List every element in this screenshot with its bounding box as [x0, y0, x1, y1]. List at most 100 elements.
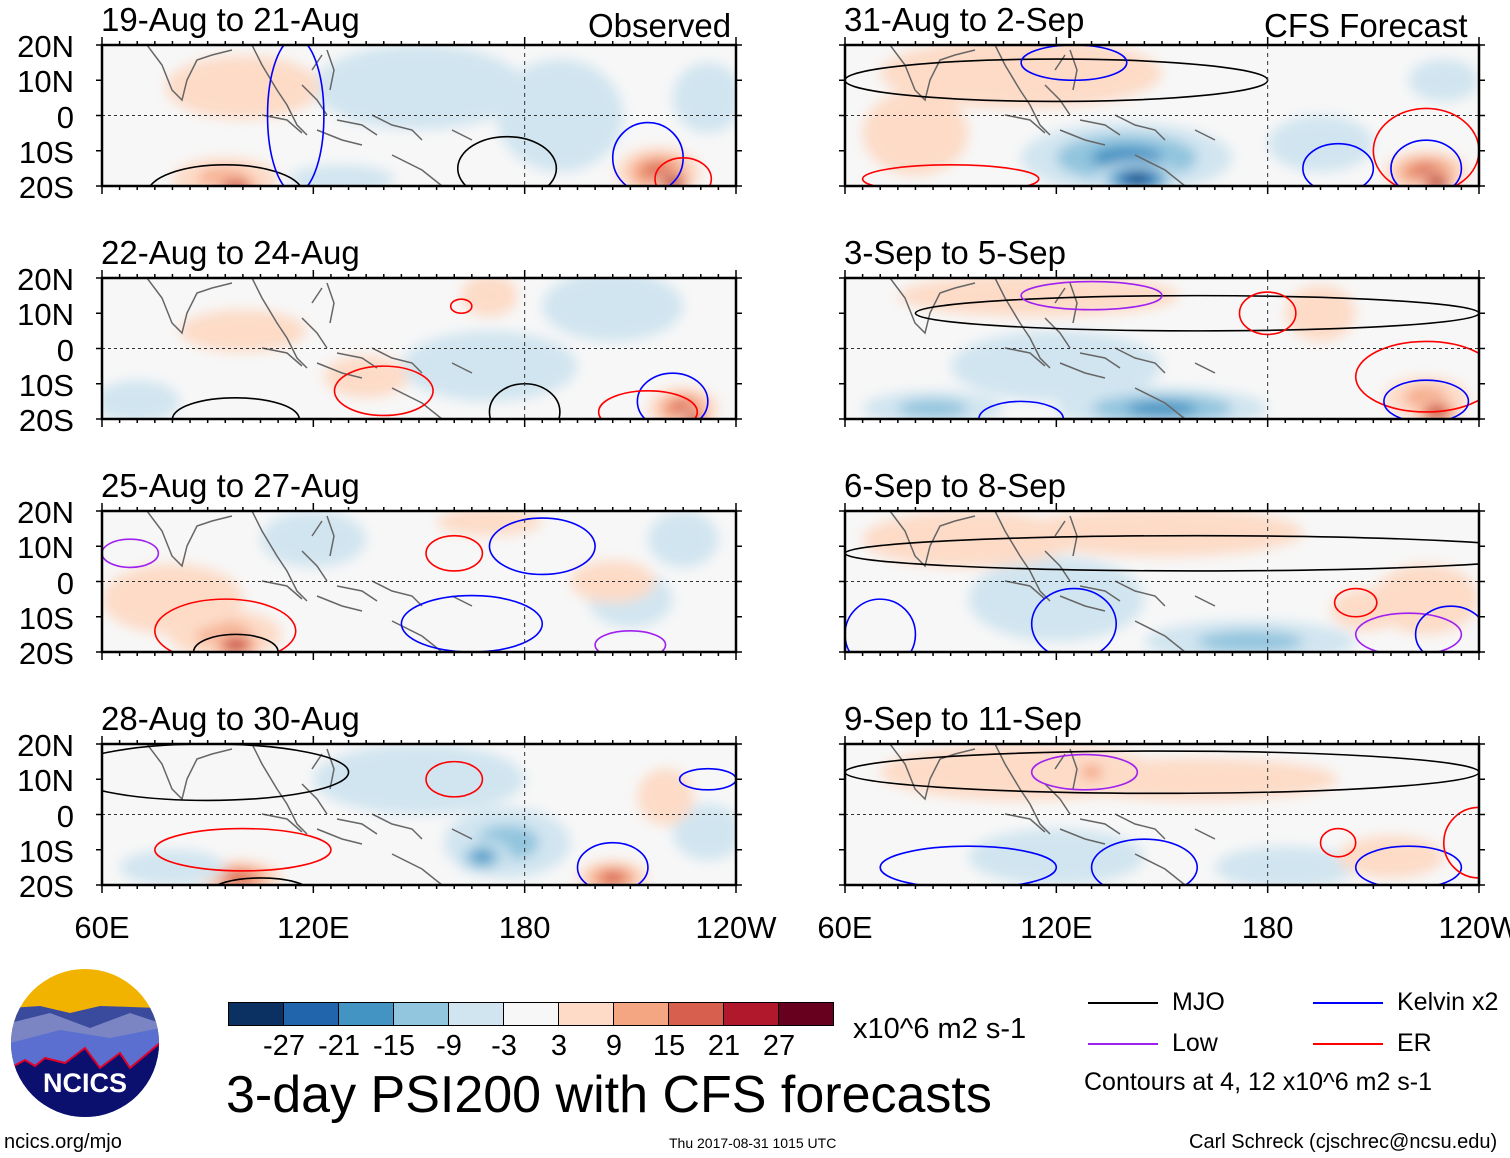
- anomaly-shading: [1021, 511, 1303, 557]
- legend-line-low: [1088, 1043, 1158, 1045]
- kelvin-contour: [1020, 45, 1128, 82]
- anomaly-shading: [313, 744, 525, 815]
- lon-label: 180: [498, 910, 551, 945]
- legend-line-mjo: [1088, 1002, 1158, 1004]
- anomaly-shading: [647, 511, 719, 568]
- svg-text:NCICS: NCICS: [43, 1068, 127, 1098]
- map-panel: [839, 37, 1485, 194]
- er-contour: [654, 157, 713, 186]
- er-contour: [449, 298, 473, 315]
- anomaly-shading: [1267, 115, 1374, 172]
- anomaly-shading: [119, 849, 226, 885]
- low-contour: [1354, 612, 1463, 652]
- colorbar-swatch: [504, 1003, 559, 1025]
- colorbar-swatch: [229, 1003, 284, 1025]
- legend-label: ER: [1397, 1029, 1432, 1057]
- coastline: [146, 278, 473, 419]
- colorbar-label: -3: [491, 1030, 517, 1062]
- anomaly-shading: [1128, 175, 1146, 183]
- mjo-contour: [102, 744, 350, 802]
- anomaly-shading: [102, 380, 180, 419]
- observed-label: Observed: [588, 7, 732, 44]
- panel-title: 22-Aug to 24-Aug: [101, 234, 360, 271]
- panel-title: 31-Aug to 2-Sep: [844, 1, 1085, 38]
- panel-title: 9-Sep to 11-Sep: [844, 700, 1082, 737]
- colorbar-label: 15: [652, 1030, 686, 1062]
- kelvin-contour: [1030, 587, 1117, 652]
- colorbar-swatch: [779, 1003, 833, 1025]
- anomaly-shading: [880, 45, 1162, 109]
- figure-title: 3-day PSI200 with CFS forecasts: [226, 1066, 992, 1124]
- er-contour: [425, 760, 484, 798]
- coastline: [889, 744, 1216, 885]
- anomaly-shading: [672, 62, 736, 134]
- lat-label: 10N: [17, 297, 74, 333]
- colorbar-swatch: [449, 1003, 504, 1025]
- anomaly-shading: [323, 355, 409, 398]
- colorbar-label: 9: [605, 1030, 623, 1062]
- colorbar-label: -27: [263, 1030, 305, 1062]
- anomaly-shading: [600, 872, 625, 884]
- colorbar-swatch: [559, 1003, 614, 1025]
- anomaly-shading: [461, 278, 518, 317]
- lat-label: 20S: [18, 170, 74, 205]
- er-contour: [1354, 340, 1479, 413]
- anomaly-shading: [102, 563, 243, 635]
- anomaly-shading: [672, 803, 736, 861]
- kelvin-contour: [266, 45, 325, 186]
- colorbar-label: 3: [550, 1030, 568, 1062]
- legend-label: MJO: [1172, 988, 1225, 1016]
- coastline: [889, 45, 1216, 186]
- kelvin-contour: [1354, 845, 1463, 885]
- lat-label: 20S: [18, 636, 74, 671]
- ncics-url[interactable]: ncics.org/mjo: [4, 1131, 122, 1153]
- colorbar-units: x10^6 m2 s-1: [853, 1013, 1027, 1045]
- lat-label: 20S: [18, 403, 74, 438]
- contour-note: Contours at 4, 12 x10^6 m2 s-1: [1084, 1068, 1433, 1096]
- anomaly-shading: [313, 45, 525, 130]
- panel-title: 28-Aug to 30-Aug: [101, 700, 360, 737]
- colorbar-swatch: [284, 1003, 339, 1025]
- kelvin-contour: [1383, 379, 1470, 419]
- er-contour: [1333, 587, 1378, 618]
- anomaly-shading: [288, 164, 395, 186]
- timestamp: Thu 2017-08-31 1015 UTC: [669, 1135, 837, 1151]
- anomaly-shading: [897, 278, 1180, 317]
- colorbar: [228, 1002, 834, 1026]
- coastline: [889, 278, 1216, 419]
- panel-title: 25-Aug to 27-Aug: [101, 467, 360, 504]
- legend-line-er: [1313, 1043, 1383, 1045]
- er-contour: [333, 365, 434, 417]
- kelvin-contour: [636, 372, 709, 419]
- kelvin-contour: [879, 845, 1058, 885]
- lat-label: 10N: [17, 530, 74, 566]
- lon-label: 60E: [817, 910, 873, 945]
- lat-label: 10S: [18, 367, 74, 403]
- anomaly-shading: [968, 828, 1145, 885]
- anomaly-shading: [1126, 401, 1198, 416]
- lat-label: 10S: [18, 600, 74, 636]
- map-panel: [96, 736, 742, 893]
- mjo-contour: [149, 164, 302, 186]
- er-contour: [1319, 827, 1357, 858]
- map-panel: [839, 503, 1485, 660]
- kelvin-contour: [488, 517, 596, 576]
- low-contour: [594, 630, 667, 652]
- anomaly-shading: [179, 309, 307, 353]
- anomaly-shading: [968, 556, 1145, 642]
- kelvin-contour: [845, 598, 917, 652]
- lon-label: 120W: [695, 910, 777, 945]
- anomaly-shading: [1331, 588, 1402, 631]
- ncics-logo: NCICS: [10, 968, 160, 1123]
- kelvin-contour: [400, 594, 544, 652]
- lat-label: 0: [56, 99, 74, 135]
- lat-label: 0: [56, 565, 74, 601]
- lat-label: 20N: [17, 495, 74, 530]
- map-panel: [839, 736, 1485, 893]
- colorbar-swatch: [339, 1003, 394, 1025]
- colorbar-swatch: [614, 1003, 669, 1025]
- lat-label: 10N: [17, 64, 74, 100]
- er-contour: [597, 390, 699, 419]
- anomaly-shading: [228, 641, 243, 649]
- forecast-label: CFS Forecast: [1264, 7, 1468, 44]
